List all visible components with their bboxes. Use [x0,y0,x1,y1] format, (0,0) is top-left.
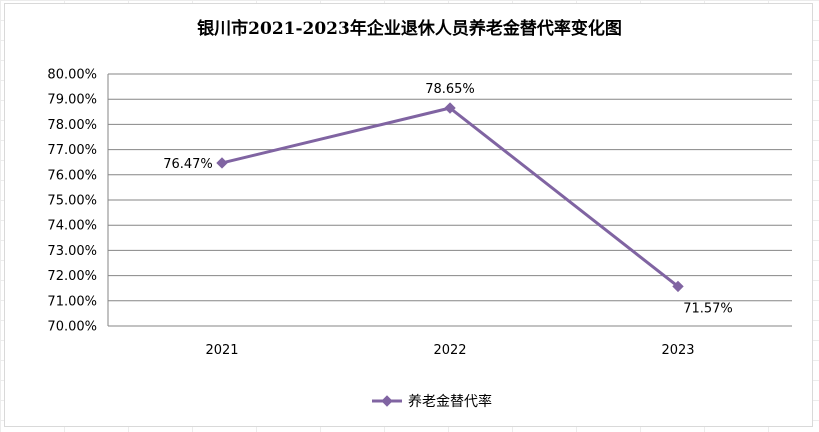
y-tick-label: 78.00% [47,118,97,133]
y-tick-label: 75.00% [47,194,97,209]
y-tick-label: 74.00% [47,219,97,234]
data-label: 78.65% [425,82,475,97]
data-point-marker [444,102,456,114]
legend-marker [381,395,393,407]
data-point-marker [672,280,684,293]
y-tick-label: 73.00% [47,244,97,259]
data-label: 71.57% [683,301,733,316]
legend-label: 养老金替代率 [408,393,492,410]
x-tick-label: 2023 [661,343,694,358]
y-axis-tick-labels: 70.00% 71.00% 72.00% 73.00% 74.00% 75.00% 76.0… [47,68,97,335]
y-tick-label: 71.00% [47,294,97,309]
gridlines [107,73,792,327]
x-tick-label: 2022 [433,343,466,358]
y-tick-label: 79.00% [47,93,97,108]
series-line [221,106,679,288]
x-axis-tick-labels: 2021 2022 2023 [205,343,694,358]
y-tick-label: 77.00% [47,143,97,158]
series-group [216,102,684,293]
data-label: 76.47% [163,157,213,172]
y-tick-label: 72.00% [47,269,97,284]
x-tick-label: 2021 [205,343,238,358]
chart-title: 银川市2021-2023年企业退休人员养老金替代率变化图 [197,19,622,39]
data-point-marker [216,157,228,169]
legend: 养老金替代率 [372,393,492,410]
y-tick-label: 80.00% [47,68,97,83]
y-tick-label: 76.00% [47,168,97,183]
data-labels: 76.47% 78.65% 71.57% [163,82,733,316]
y-tick-label: 70.00% [47,320,97,335]
